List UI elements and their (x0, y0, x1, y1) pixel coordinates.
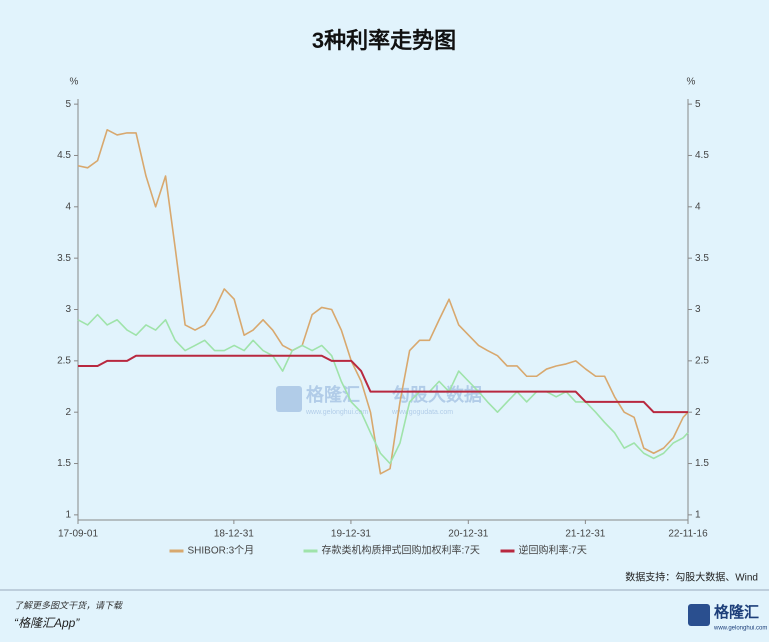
legend-label: 存款类机构质押式回购加权利率:7天 (322, 544, 480, 557)
y2-tick-label: 2.5 (695, 355, 709, 366)
footer-logo-icon (688, 604, 710, 626)
series-line (77, 129, 689, 475)
y2-tick-label: 2 (695, 407, 701, 418)
y2-tick-label: 3 (695, 304, 701, 315)
y2-tick-label: 4 (695, 201, 701, 212)
y-tick-label: 1.5 (57, 458, 71, 469)
footer-logo: 格隆汇 (714, 603, 759, 621)
series-line (77, 313, 689, 465)
y-tick-label: 3.5 (57, 253, 71, 264)
x-tick-label: 19-12-31 (331, 529, 371, 540)
footer-logo-url: www.gelonghui.com (713, 626, 767, 632)
source: 数据支持：勾股大数据、Wind (625, 571, 758, 584)
x-tick-label: 21-12-31 (565, 529, 605, 540)
y-tick-label: 3 (65, 304, 71, 315)
y-tick-label: 4 (65, 201, 71, 212)
watermark-url: www.gelonghui.com (305, 409, 368, 416)
x-tick-label: 22-11-16 (668, 529, 708, 540)
watermark-partner-url: www.gogudata.com (391, 409, 453, 416)
y-tick-label: 5 (65, 99, 71, 110)
chart-title: 3种利率走势图 (312, 28, 456, 53)
y-axis-label: % (70, 77, 79, 88)
watermark: 格隆汇 www.gelonghui.com 勾股大数据 www.gogudata… (276, 384, 482, 416)
watermark-logo (276, 386, 302, 412)
legend-label: SHIBOR:3个月 (188, 545, 255, 557)
y2-tick-label: 3.5 (695, 253, 709, 264)
x-tick-label: 20-12-31 (448, 529, 488, 540)
y-tick-label: 1 (65, 510, 71, 521)
y-tick-label: 4.5 (57, 150, 71, 161)
y2-tick-label: 1.5 (695, 458, 709, 469)
x-tick-label: 17-09-01 (58, 529, 98, 540)
footer-line2: “格隆汇App” (14, 616, 80, 630)
watermark-brand: 格隆汇 (306, 384, 360, 405)
y2-tick-label: 4.5 (695, 150, 709, 161)
y2-axis-label: % (687, 77, 696, 88)
x-tick-label: 18-12-31 (214, 529, 254, 540)
watermark-partner: 勾股大数据 (392, 384, 482, 405)
series-line (78, 354, 688, 414)
footer-line1: 了解更多图文干货，请下载 (14, 600, 123, 610)
y2-tick-label: 5 (695, 99, 701, 110)
y-tick-label: 2.5 (57, 355, 71, 366)
y-tick-label: 2 (65, 407, 71, 418)
legend-label: 逆回购利率:7天 (519, 544, 587, 557)
y2-tick-label: 1 (695, 510, 701, 521)
